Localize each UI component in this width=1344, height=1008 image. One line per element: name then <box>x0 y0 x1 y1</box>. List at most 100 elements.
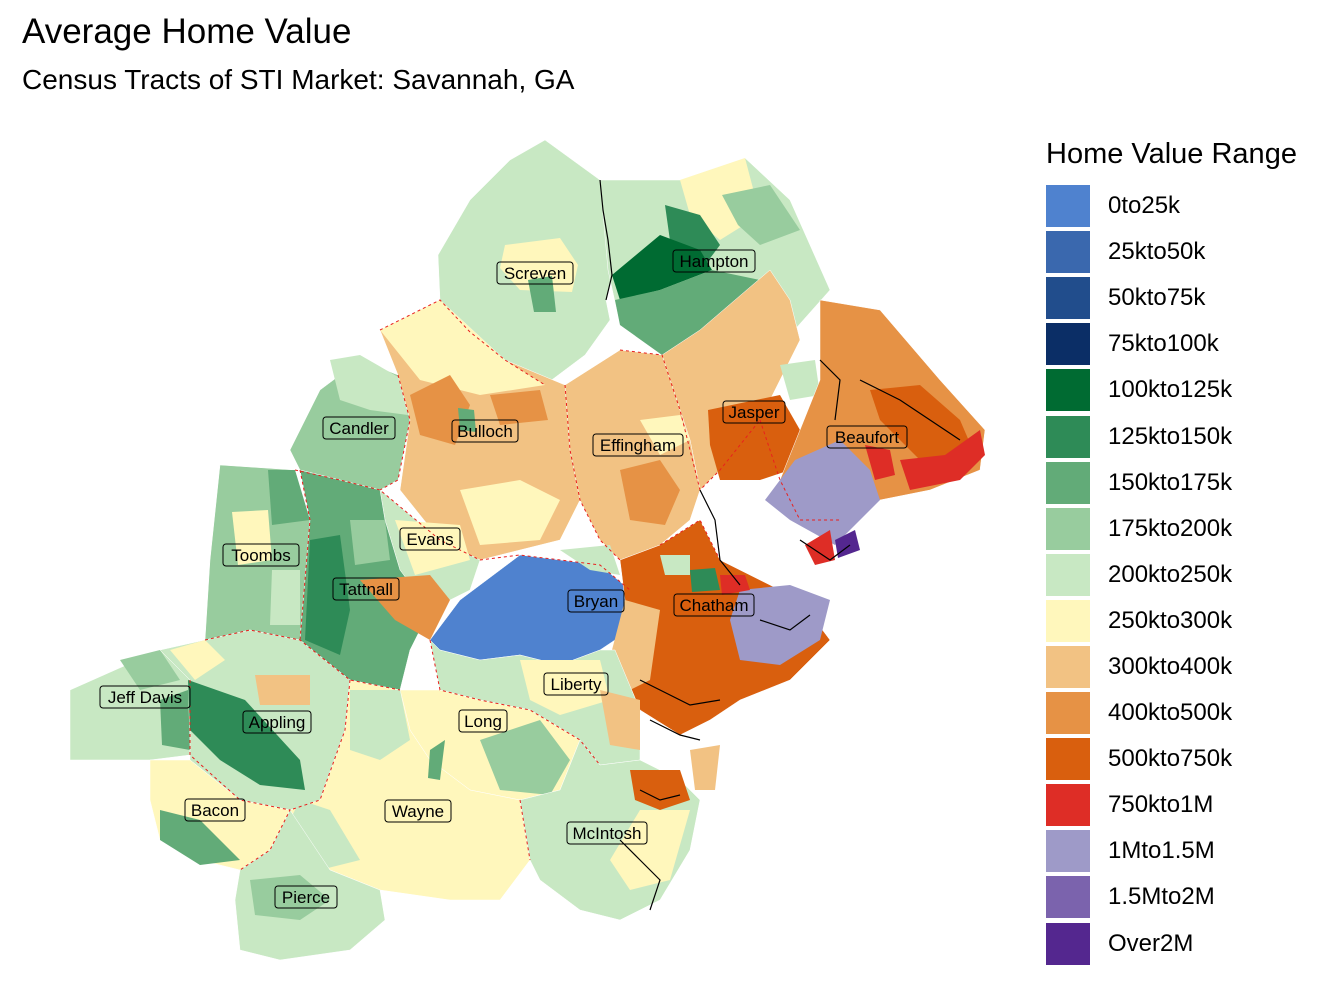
tract <box>188 680 305 790</box>
county-labels: Screven Hampton Candler Bulloch Effingha… <box>99 249 908 909</box>
county-label-jeff-davis: Jeff Davis <box>99 685 191 709</box>
waterways <box>599 179 961 911</box>
tract <box>160 810 240 865</box>
legend-swatch <box>1046 185 1090 228</box>
legend-item: 500kto750k <box>1046 736 1297 782</box>
county-label-mcintosh: McIntosh <box>566 821 648 845</box>
tract <box>560 545 620 575</box>
county-label-wayne: Wayne <box>384 799 452 823</box>
legend-label: 0to25k <box>1108 192 1181 220</box>
choropleth-map: Screven Hampton Candler Bulloch Effingha… <box>69 139 986 961</box>
legend-item: 100kto125k <box>1046 367 1297 413</box>
county-boundary <box>759 419 840 521</box>
legend-label: 125kto150k <box>1108 422 1233 450</box>
tract <box>380 300 545 395</box>
legend-label: 250kto300k <box>1108 606 1233 634</box>
legend-swatch <box>1046 231 1090 274</box>
legend-label: Over2M <box>1108 929 1194 957</box>
legend-label: 100kto125k <box>1108 376 1233 404</box>
tract <box>170 640 225 680</box>
river-line <box>649 719 701 741</box>
tract <box>640 415 690 455</box>
legend-swatch <box>1046 553 1090 596</box>
legend-item: 400kto500k <box>1046 690 1297 736</box>
label-box <box>496 261 574 285</box>
label-box <box>566 821 648 845</box>
tract <box>865 445 895 480</box>
tract <box>708 395 800 480</box>
county-areas <box>69 139 986 961</box>
label-box <box>184 798 246 822</box>
county-label-bryan: Bryan <box>567 589 625 613</box>
label-box <box>399 527 461 551</box>
county-label-hampton: Hampton <box>672 249 756 273</box>
county-label-candler: Candler <box>322 416 396 440</box>
tract <box>350 520 390 565</box>
legend-item: 250kto300k <box>1046 598 1297 644</box>
county-boundary <box>564 384 621 561</box>
county-name: Toombs <box>231 546 291 565</box>
legend-label: 75kto100k <box>1108 330 1219 358</box>
county-name: Effingham <box>600 436 676 455</box>
county-boundary <box>294 469 481 561</box>
tract <box>120 650 180 690</box>
label-box <box>458 709 508 733</box>
tract <box>330 355 408 415</box>
tract <box>765 440 880 545</box>
county-boundary <box>479 554 631 591</box>
legend-item: 125kto150k <box>1046 413 1297 459</box>
river-line <box>639 679 721 706</box>
legend-item: 750kto1M <box>1046 782 1297 828</box>
legend-label: 1Mto1.5M <box>1108 837 1215 865</box>
county-boundary <box>429 639 601 766</box>
legend-item: Over2M <box>1046 921 1297 967</box>
label-box <box>222 543 300 567</box>
tract <box>520 660 610 715</box>
legend-swatch <box>1046 277 1090 320</box>
county-boundary <box>289 679 351 811</box>
county-label-long: Long <box>458 709 508 733</box>
legend-label: 300kto400k <box>1108 652 1233 680</box>
label-box <box>567 589 625 613</box>
legend-label: 50kto75k <box>1108 284 1206 312</box>
tract <box>780 360 820 400</box>
legend-item: 25kto50k <box>1046 229 1297 275</box>
county-name: Appling <box>249 713 306 732</box>
county-boundary <box>204 629 401 691</box>
legend-label: 175kto200k <box>1108 514 1233 542</box>
legend-swatch <box>1046 369 1090 412</box>
label-box <box>99 685 191 709</box>
tract <box>870 385 975 470</box>
legend-items: 0to25k 25kto50k 50kto75k 75kto100k 100kto125… <box>1046 183 1297 967</box>
river-line <box>599 179 613 301</box>
legend-label: 25kto50k <box>1108 238 1206 266</box>
river-line <box>819 359 841 421</box>
tract <box>630 770 690 810</box>
legend-swatch <box>1046 599 1090 642</box>
legend-swatch <box>1046 507 1090 550</box>
tract <box>660 555 690 575</box>
legend-swatch <box>1046 738 1090 781</box>
county-label-effingham: Effingham <box>592 433 684 457</box>
tract <box>428 740 445 780</box>
county-boundary <box>379 299 546 386</box>
label-box <box>543 672 609 696</box>
legend-swatch <box>1046 692 1090 735</box>
tract <box>285 800 360 870</box>
tract <box>610 810 690 890</box>
county-name: Wayne <box>392 802 444 821</box>
county-label-evans: Evans <box>399 527 461 551</box>
county-label-liberty: Liberty <box>543 672 609 696</box>
label-box <box>672 249 756 273</box>
label-box <box>826 425 908 449</box>
county-boundaries <box>189 299 840 871</box>
county-name: Evans <box>406 530 453 549</box>
county-boundary <box>299 469 311 641</box>
tract <box>480 720 570 795</box>
county-label-bacon: Bacon <box>184 798 246 822</box>
legend-swatch <box>1046 323 1090 366</box>
county-label-tattnall: Tattnall <box>332 577 400 601</box>
tract <box>805 530 835 565</box>
county-boundary <box>189 680 291 871</box>
map-title: Average Home Value <box>22 12 352 51</box>
